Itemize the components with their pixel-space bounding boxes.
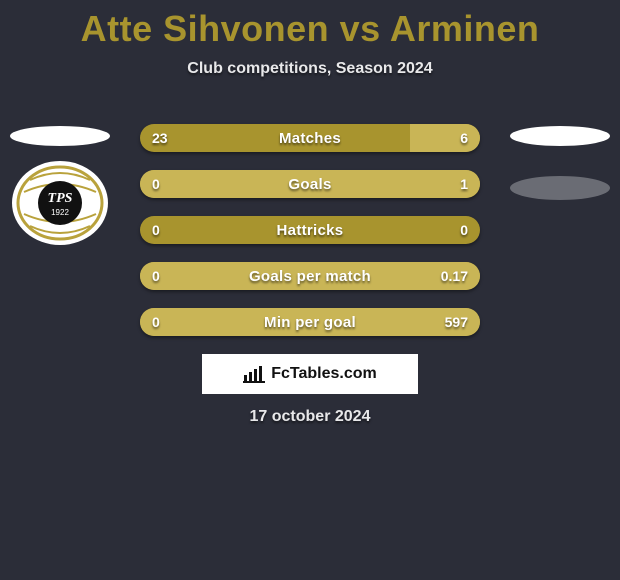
stat-label: Goals per match — [140, 262, 480, 290]
stat-value-right: 597 — [445, 308, 468, 336]
stat-value-right: 0.17 — [441, 262, 468, 290]
stat-row: 0Goals per match0.17 — [140, 262, 480, 290]
stat-label: Min per goal — [140, 308, 480, 336]
stat-label: Matches — [140, 124, 480, 152]
player-left-club-logo: TPS 1922 — [10, 160, 110, 246]
stat-row: 0Min per goal597 — [140, 308, 480, 336]
stat-value-right: 6 — [460, 124, 468, 152]
stat-row: 0Hattricks0 — [140, 216, 480, 244]
stat-row: 23Matches6 — [140, 124, 480, 152]
date-text: 17 october 2024 — [0, 408, 620, 426]
subtitle: Club competitions, Season 2024 — [0, 60, 620, 78]
stat-label: Goals — [140, 170, 480, 198]
club-logo-year: 1922 — [51, 208, 69, 217]
page-title: Atte Sihvonen vs Arminen — [0, 0, 620, 50]
stats-container: 23Matches60Goals10Hattricks00Goals per m… — [140, 124, 480, 354]
stat-row: 0Goals1 — [140, 170, 480, 198]
stat-label: Hattricks — [140, 216, 480, 244]
branding-chart-icon — [243, 365, 265, 383]
player-left-badges: TPS 1922 — [10, 126, 110, 246]
stat-value-right: 1 — [460, 170, 468, 198]
player-right-ellipse-gray — [510, 176, 610, 200]
branding-text: FcTables.com — [271, 365, 377, 383]
club-logo-text: TPS — [48, 191, 73, 206]
stat-value-right: 0 — [460, 216, 468, 244]
player-left-ellipse — [10, 126, 110, 146]
club-logo-icon: TPS 1922 — [10, 160, 110, 246]
branding-badge: FcTables.com — [202, 354, 418, 394]
player-right-badges — [510, 126, 610, 200]
player-right-ellipse — [510, 126, 610, 146]
